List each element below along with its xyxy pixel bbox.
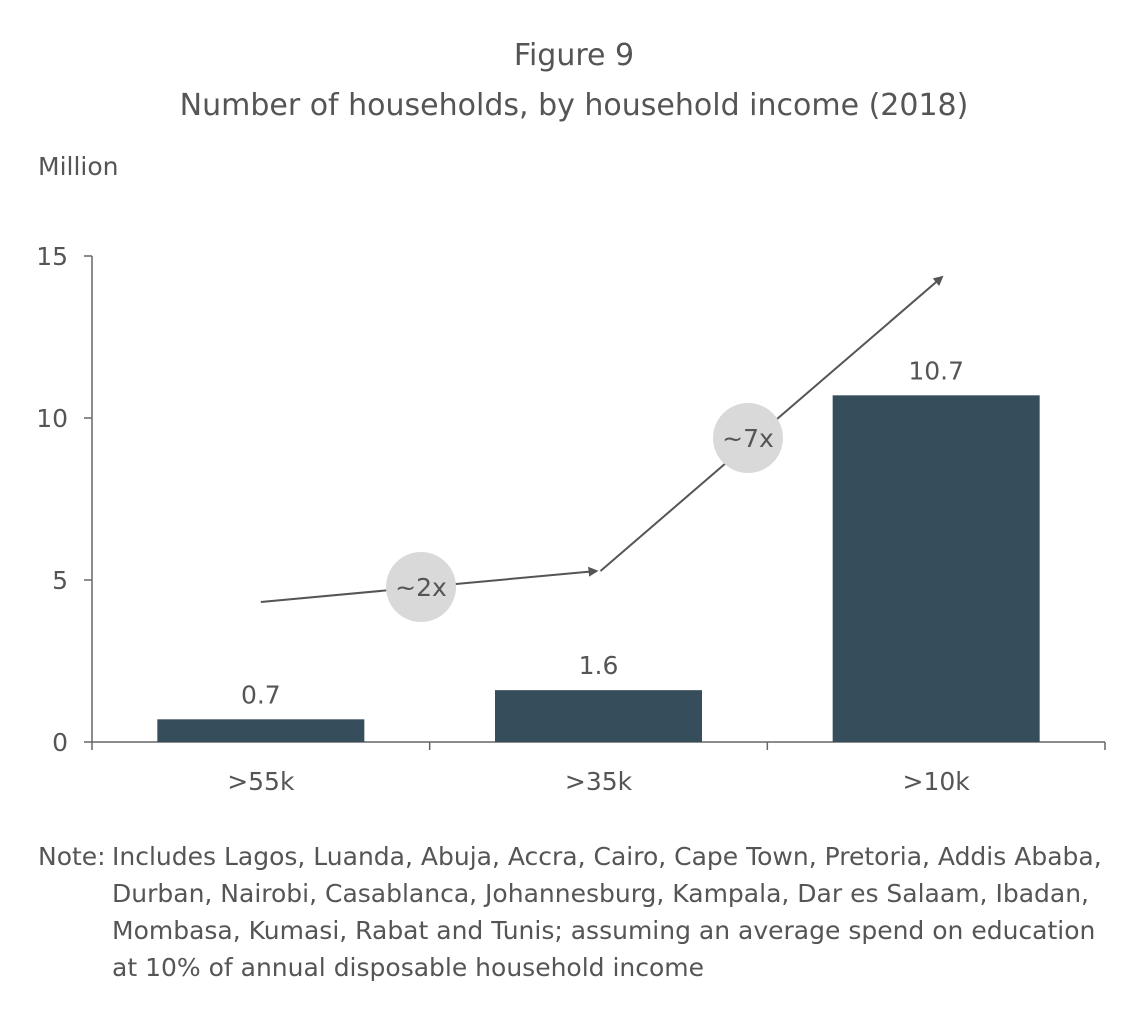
footnote: Note: Includes Lagos, Luanda, Abuja, Acc… (38, 838, 1118, 986)
note-text: Includes Lagos, Luanda, Abuja, Accra, Ca… (112, 842, 1102, 982)
y-tick-label-10: 10 (36, 404, 68, 433)
bar-value-label-2: 10.7 (908, 356, 964, 385)
annotation-bubble-1 (713, 403, 783, 473)
bar-0 (157, 719, 365, 742)
bar-value-label-0: 0.7 (241, 680, 281, 709)
y-tick-label-5: 5 (52, 566, 68, 595)
bars: 0.7 >55k 1.6 >35k 10.7 >10k (157, 356, 1040, 796)
bar-2 (832, 395, 1040, 742)
y-axis-unit-label: Million (38, 152, 119, 181)
note-prefix: Note: (38, 842, 106, 871)
annotation-label-1: ~7x (722, 424, 774, 453)
chart-title: Number of households, by household incom… (179, 88, 969, 123)
growth-arrows: ~2x ~7x (260, 275, 944, 622)
x-tick-label-1: >35k (565, 767, 633, 796)
bar-1 (495, 690, 702, 742)
x-tick-label-2: >10k (903, 767, 971, 796)
bar-value-label-1: 1.6 (579, 651, 619, 680)
y-tick-label-0: 0 (52, 728, 68, 757)
x-tick-label-0: >55k (227, 767, 295, 796)
annotation-bubble-0 (386, 552, 456, 622)
bar-chart: 0 5 10 15 0.7 >55k 1.6 >35k 10.7 >10k ~2x ~7x (36, 242, 1106, 796)
annotation-label-0: ~2x (395, 573, 447, 602)
figure-label: Figure 9 (513, 38, 635, 73)
y-tick-label-15: 15 (36, 242, 68, 271)
